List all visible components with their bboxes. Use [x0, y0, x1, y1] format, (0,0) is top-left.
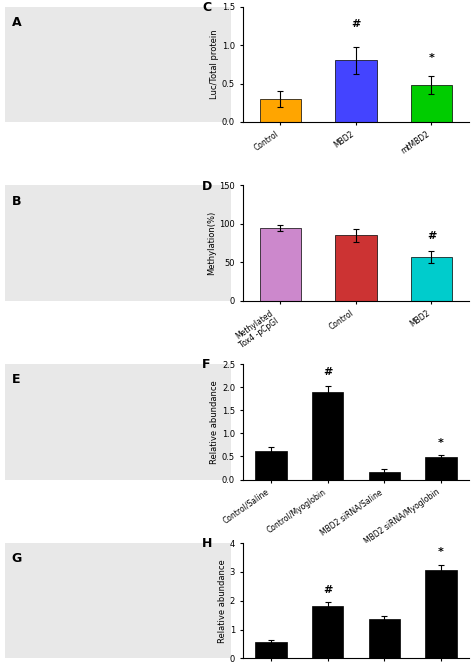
- Text: A: A: [11, 16, 21, 29]
- Bar: [335, 61, 377, 122]
- Text: C: C: [202, 1, 211, 14]
- Bar: [425, 458, 456, 479]
- Text: #: #: [323, 585, 332, 595]
- Bar: [312, 392, 343, 479]
- Text: B: B: [11, 195, 21, 207]
- Bar: [335, 235, 377, 301]
- Bar: [255, 451, 287, 479]
- Bar: [411, 257, 452, 301]
- Text: D: D: [202, 180, 212, 193]
- Bar: [425, 569, 456, 658]
- Text: *: *: [438, 547, 444, 557]
- Text: #: #: [323, 367, 332, 377]
- Y-axis label: Relative abundance: Relative abundance: [218, 559, 227, 642]
- Text: *: *: [438, 438, 444, 448]
- Bar: [369, 471, 400, 479]
- Text: #: #: [351, 19, 361, 29]
- Y-axis label: Relative abundance: Relative abundance: [210, 380, 219, 464]
- Y-axis label: Methylation(%): Methylation(%): [208, 211, 217, 275]
- Y-axis label: Luc/Total protein: Luc/Total protein: [210, 29, 219, 99]
- Bar: [260, 227, 301, 301]
- Text: F: F: [202, 358, 210, 372]
- Text: G: G: [11, 552, 22, 565]
- Bar: [312, 606, 343, 658]
- Text: #: #: [427, 231, 436, 241]
- Bar: [260, 99, 301, 122]
- Bar: [411, 85, 452, 122]
- Bar: [255, 642, 287, 658]
- Bar: [369, 619, 400, 658]
- Text: *: *: [428, 53, 435, 63]
- Text: H: H: [202, 537, 212, 550]
- Text: E: E: [11, 374, 20, 386]
